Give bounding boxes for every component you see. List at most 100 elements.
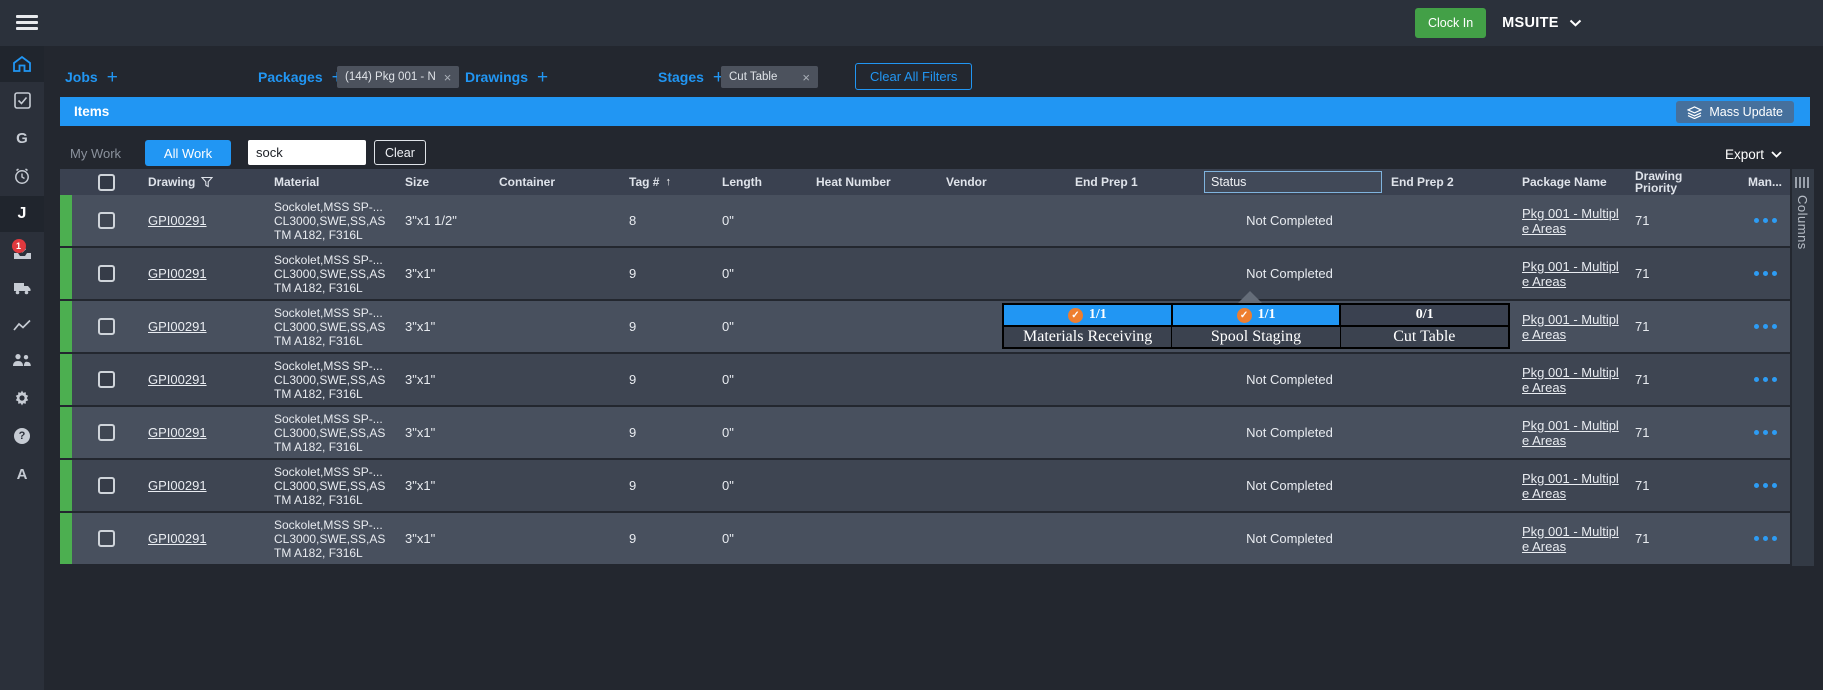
add-stage-filter-icon[interactable]: + bbox=[712, 66, 725, 88]
row-status-stripe bbox=[60, 301, 72, 352]
filter-funnel-icon[interactable] bbox=[201, 176, 214, 188]
letter-j-icon: J bbox=[17, 205, 27, 222]
close-icon[interactable]: × bbox=[443, 69, 452, 85]
package-cell: Pkg 001 - Multiple Areas bbox=[1514, 418, 1627, 448]
column-header-length[interactable]: Length bbox=[722, 175, 762, 189]
status-cell: Not Completed bbox=[1246, 372, 1333, 387]
column-header-vendor[interactable]: Vendor bbox=[946, 175, 987, 189]
column-header-end-prep-2[interactable]: End Prep 2 bbox=[1391, 175, 1454, 189]
sidebar-item-crew[interactable] bbox=[0, 342, 44, 378]
row-checkbox-cell bbox=[72, 530, 140, 547]
length-cell: 0" bbox=[722, 266, 734, 281]
package-link[interactable]: Pkg 001 - Multiple Areas bbox=[1522, 470, 1619, 501]
drawing-link[interactable]: GPI00291 bbox=[148, 531, 207, 546]
columns-panel-tab[interactable]: Columns bbox=[1792, 169, 1814, 566]
sidebar-item-j[interactable]: J bbox=[0, 196, 44, 232]
clear-all-filters-button[interactable]: Clear All Filters bbox=[855, 63, 973, 90]
add-job-filter-icon[interactable]: + bbox=[106, 66, 118, 88]
package-link[interactable]: Pkg 001 - Multiple Areas bbox=[1522, 523, 1619, 554]
drawing-link[interactable]: GPI00291 bbox=[148, 266, 207, 281]
export-menu[interactable]: Export bbox=[1725, 147, 1782, 162]
column-header-container[interactable]: Container bbox=[499, 175, 556, 189]
column-header-size[interactable]: Size bbox=[405, 175, 430, 189]
search-input[interactable] bbox=[248, 140, 366, 165]
sidebar-item-tasks[interactable] bbox=[0, 82, 44, 118]
row-actions-button[interactable] bbox=[1753, 271, 1777, 276]
row-checkbox[interactable] bbox=[97, 318, 115, 335]
add-drawing-filter-icon[interactable]: + bbox=[537, 66, 549, 88]
sidebar-item-g[interactable]: G bbox=[0, 120, 44, 156]
row-actions-button[interactable] bbox=[1753, 536, 1777, 541]
sidebar-item-a[interactable]: A bbox=[0, 456, 44, 492]
tab-my-work[interactable]: My Work bbox=[70, 146, 122, 161]
row-checkbox[interactable] bbox=[97, 265, 115, 282]
drawing-link[interactable]: GPI00291 bbox=[148, 319, 207, 334]
stage-filter-chip[interactable]: Cut Table × bbox=[721, 66, 818, 88]
column-header-heat-number[interactable]: Heat Number bbox=[816, 175, 891, 189]
row-actions-button[interactable] bbox=[1753, 483, 1777, 488]
package-link[interactable]: Pkg 001 - Multiple Areas bbox=[1522, 417, 1619, 448]
drawing-cell: GPI00291 bbox=[140, 372, 266, 387]
close-icon[interactable]: × bbox=[802, 69, 810, 85]
row-actions-button[interactable] bbox=[1753, 377, 1777, 382]
row-checkbox[interactable] bbox=[97, 477, 115, 494]
grip-handle-icon bbox=[1795, 177, 1809, 188]
row-actions-button[interactable] bbox=[1753, 430, 1777, 435]
drawing-link[interactable]: GPI00291 bbox=[148, 425, 207, 440]
status-filter-input[interactable]: Status bbox=[1204, 171, 1382, 193]
row-actions-button[interactable] bbox=[1753, 218, 1777, 223]
table-row: GPI00291 Sockolet,MSS SP-... CL3000,SWE,… bbox=[60, 354, 1790, 405]
package-link[interactable]: Pkg 001 - Multiple Areas bbox=[1522, 364, 1619, 395]
row-checkbox[interactable] bbox=[97, 530, 115, 547]
table-row: GPI00291 Sockolet,MSS SP-... CL3000,SWE,… bbox=[60, 460, 1790, 511]
package-filter-chip[interactable]: (144) Pkg 001 - N × bbox=[337, 66, 460, 88]
clock-in-button[interactable]: Clock In bbox=[1415, 8, 1487, 38]
sidebar-item-reports[interactable] bbox=[0, 308, 44, 344]
stage-count: 0/1 bbox=[1415, 307, 1434, 322]
column-header-end-prep-1[interactable]: End Prep 1 bbox=[1075, 175, 1138, 189]
row-checkbox[interactable] bbox=[97, 371, 115, 388]
column-header-material[interactable]: Material bbox=[274, 175, 320, 189]
column-header-package-name[interactable]: Package Name bbox=[1522, 175, 1607, 189]
hamburger-menu-icon[interactable] bbox=[16, 15, 38, 31]
drawing-cell: GPI00291 bbox=[140, 478, 266, 493]
sidebar-item-shipping[interactable] bbox=[0, 270, 44, 306]
row-checkbox[interactable] bbox=[97, 424, 115, 441]
table-row: GPI00291 Sockolet,MSS SP-... CL3000,SWE,… bbox=[60, 301, 1790, 352]
tab-all-work[interactable]: All Work bbox=[145, 140, 231, 166]
table-row: GPI00291 Sockolet,MSS SP-... CL3000,SWE,… bbox=[60, 195, 1790, 246]
actions-cell bbox=[1740, 430, 1790, 435]
mass-update-label: Mass Update bbox=[1709, 105, 1783, 119]
column-header-tag[interactable]: Tag # ↑ bbox=[621, 169, 714, 195]
row-checkbox[interactable] bbox=[97, 212, 115, 229]
column-header-drawing-priority[interactable]: Drawing Priority bbox=[1635, 169, 1683, 195]
clear-search-button[interactable]: Clear bbox=[374, 140, 426, 165]
material-cell: Sockolet,MSS SP-... CL3000,SWE,SS,AS TM … bbox=[266, 306, 397, 348]
column-header-manage[interactable]: Man... bbox=[1748, 175, 1783, 189]
gear-icon bbox=[13, 389, 31, 407]
column-header-drawing[interactable]: Drawing bbox=[140, 169, 266, 195]
mass-update-button[interactable]: Mass Update bbox=[1676, 101, 1794, 123]
sidebar-item-settings[interactable] bbox=[0, 380, 44, 416]
select-all-checkbox[interactable] bbox=[97, 173, 115, 191]
package-link[interactable]: Pkg 001 - Multiple Areas bbox=[1522, 258, 1619, 289]
sidebar-item-home[interactable] bbox=[0, 46, 44, 82]
stage-label: Spool Staging bbox=[1171, 327, 1339, 347]
sidebar-item-inbox[interactable]: 1 bbox=[0, 234, 44, 270]
drawing-link[interactable]: GPI00291 bbox=[148, 478, 207, 493]
sidebar-item-help[interactable]: ? bbox=[0, 418, 44, 454]
sidebar: G J 1 ? A bbox=[0, 46, 44, 690]
package-link[interactable]: Pkg 001 - Multiple Areas bbox=[1522, 311, 1619, 342]
brand-menu[interactable]: MSUITE bbox=[1502, 15, 1582, 31]
package-cell: Pkg 001 - Multiple Areas bbox=[1514, 312, 1627, 342]
table-row: GPI00291 Sockolet,MSS SP-... CL3000,SWE,… bbox=[60, 407, 1790, 458]
row-checkbox-cell bbox=[72, 424, 140, 441]
people-icon bbox=[12, 353, 32, 367]
sidebar-item-time[interactable] bbox=[0, 158, 44, 194]
row-actions-button[interactable] bbox=[1753, 324, 1777, 329]
drawing-priority-cell: 71 bbox=[1635, 372, 1650, 387]
drawing-link[interactable]: GPI00291 bbox=[148, 213, 207, 228]
tag-cell: 9 bbox=[629, 531, 637, 546]
drawing-link[interactable]: GPI00291 bbox=[148, 372, 207, 387]
package-link[interactable]: Pkg 001 - Multiple Areas bbox=[1522, 205, 1619, 236]
